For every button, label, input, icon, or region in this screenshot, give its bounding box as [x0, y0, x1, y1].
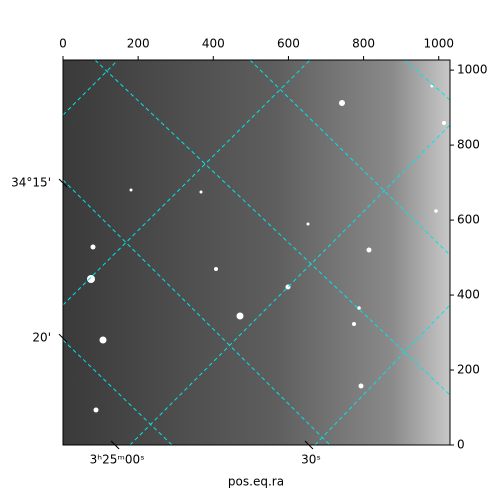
x-tick-label: 400: [202, 37, 225, 51]
wcs-x-tick: [304, 440, 314, 450]
stars: [87, 84, 446, 413]
wcs-grid: [63, 60, 450, 445]
x-label: pos.eq.ra: [228, 475, 284, 489]
x-tick-label: 1000: [423, 37, 454, 51]
y-tick-label: 400: [457, 288, 480, 302]
x-tick-label: 800: [352, 37, 375, 51]
frame: [62, 59, 451, 446]
wcs-x-tick-label: 3ʰ25ᵐ00ˢ: [90, 453, 145, 467]
x-tick-label: 600: [277, 37, 300, 51]
wcs-y-tick: [58, 178, 68, 188]
x-tick-label: 0: [59, 37, 67, 51]
x-tick-label: 200: [127, 37, 150, 51]
wcs-x-tick: [110, 440, 120, 450]
y-tick-label: 1000: [457, 63, 488, 77]
y-tick-label: 800: [457, 138, 480, 152]
image: [63, 60, 450, 445]
wcs-y-tick-label: 20': [32, 331, 51, 345]
wcs-x-tick-label: 30ˢ: [301, 453, 321, 467]
y-tick-label: 0: [457, 438, 465, 452]
wcs-y-tick-label: 34°15': [11, 175, 51, 189]
y-tick-label: 200: [457, 363, 480, 377]
wcs-y-tick: [58, 333, 68, 343]
y-tick-label: 600: [457, 213, 480, 227]
